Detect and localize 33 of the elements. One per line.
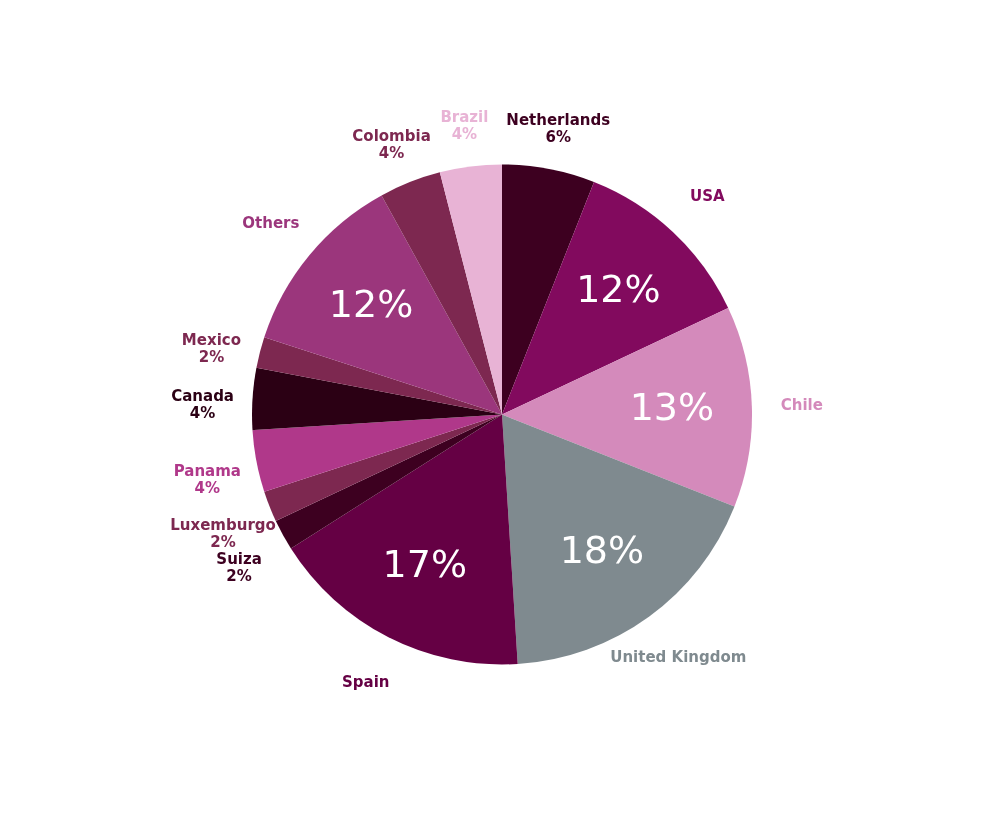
data-label: 12%: [576, 266, 661, 311]
data-label: 17%: [382, 541, 468, 586]
data-label: 18%: [559, 528, 645, 573]
slice-label: Luxemburgo: [170, 515, 276, 534]
slice-label: Colombia: [352, 126, 431, 145]
data-label: 2%: [226, 567, 252, 586]
data-label: 4%: [378, 143, 405, 162]
pie-slice: [290, 414, 518, 665]
slice-label: Canada: [171, 386, 234, 405]
pie-slice: [252, 414, 502, 492]
slice-label: Chile: [780, 396, 823, 415]
slice-label: Suiza: [216, 550, 262, 569]
pie-slice: [275, 414, 502, 549]
slice-label: Others: [242, 214, 300, 233]
pie-slice: [252, 367, 502, 431]
slice-label: Spain: [342, 672, 390, 691]
slice-label: USA: [690, 186, 726, 205]
data-label: 2%: [198, 347, 225, 366]
pie-slice: [502, 308, 752, 507]
pie-slice: [439, 164, 502, 415]
data-label: 4%: [189, 403, 216, 422]
data-label: 4%: [451, 124, 478, 143]
data-label: 2%: [210, 532, 236, 551]
slice-label: Netherlands: [506, 110, 611, 129]
data-label: 4%: [194, 478, 221, 497]
slice-label: Panama: [173, 461, 241, 480]
data-label: 13%: [629, 385, 715, 430]
slice-label: United Kingdom: [610, 648, 747, 667]
pie-slice: [256, 337, 502, 415]
slice-label: Brazil: [440, 107, 489, 126]
slice-label: Mexico: [181, 330, 241, 349]
data-label: 12%: [328, 282, 414, 327]
data-label: 6%: [545, 127, 571, 146]
